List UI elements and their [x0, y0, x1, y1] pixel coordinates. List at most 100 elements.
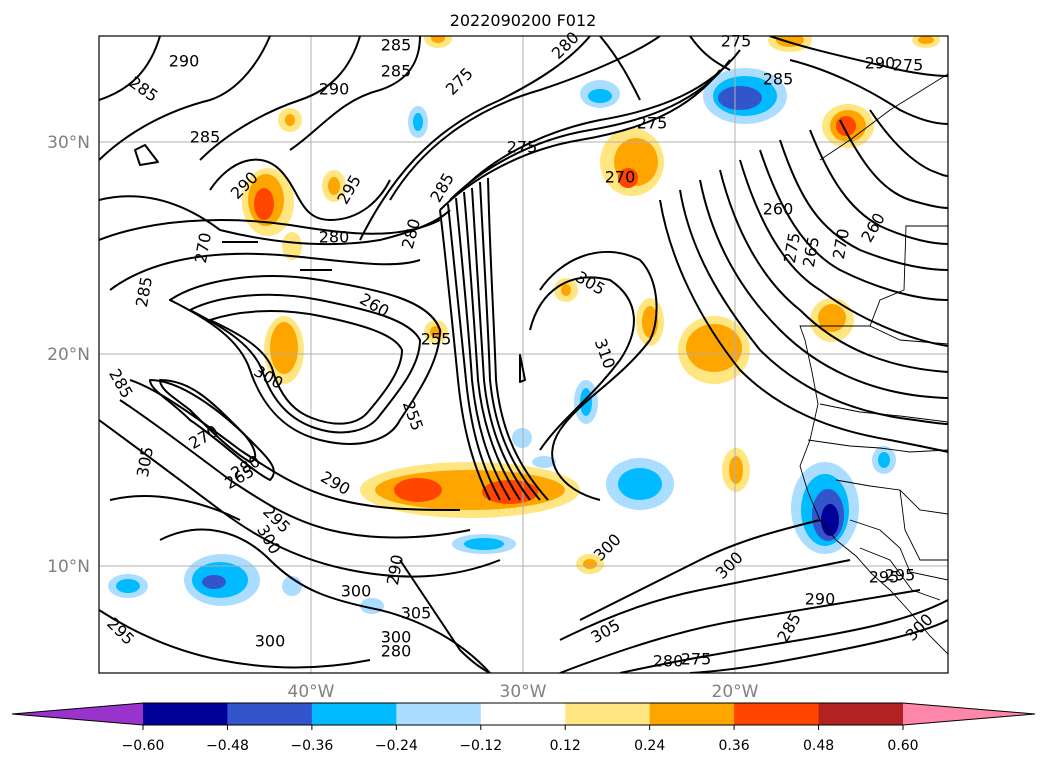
colorbar-segments: [143, 703, 904, 725]
neg-shade: [821, 504, 839, 536]
chart-title: 2022090200 F012: [450, 11, 597, 30]
pos-shade: [918, 36, 934, 44]
contour-label: 290: [319, 80, 350, 99]
neg-shade: [512, 428, 532, 448]
contour-label: 300: [381, 628, 412, 647]
lon-label-40w: 40°W: [288, 682, 335, 702]
contour-line: [439, 69, 721, 211]
contour-label: 285: [381, 62, 412, 81]
coastline: [799, 73, 948, 655]
neg-shade: [413, 113, 423, 131]
contour-label: 275: [721, 32, 752, 51]
contour-line: [447, 203, 501, 501]
pos-shade: [285, 114, 295, 126]
contour-label: 290: [169, 52, 200, 71]
contour-line: [689, 619, 948, 673]
neg-shade: [588, 89, 612, 103]
contour-line: [719, 169, 948, 373]
contour-line: [129, 379, 461, 511]
pos-shade: [482, 480, 538, 504]
contour-line: [449, 59, 731, 201]
colorbar-extend-low: [12, 703, 143, 725]
colorbar-tick-label: −0.36: [290, 738, 333, 754]
contour-line: [779, 139, 948, 271]
contour-line: [739, 159, 948, 347]
contour-line: [789, 59, 948, 125]
coast-north: [819, 73, 948, 161]
colorbar-tick-label: 0.24: [634, 738, 665, 754]
colorbar-segment: [396, 703, 482, 725]
lon-label-20w: 20°W: [712, 682, 759, 702]
contour-label: 280: [319, 228, 350, 247]
lon-label-30w: 30°W: [500, 682, 547, 702]
colorbar-tick-label: −0.12: [459, 738, 502, 754]
pos-shade: [686, 324, 742, 372]
contour-label: 295: [869, 568, 900, 587]
latitude-labels: 30°N 20°N 10°N: [47, 133, 90, 577]
contour-line: [579, 519, 821, 621]
colorbar-tick-label: −0.60: [122, 738, 165, 754]
contour-label: 275: [681, 650, 712, 669]
contours: [99, 36, 948, 673]
contour-label: 280: [381, 642, 412, 661]
pos-shade: [431, 36, 445, 43]
neg-shade: [878, 452, 890, 468]
lat-label-30n: 30°N: [47, 133, 90, 153]
contour-line: [149, 379, 275, 481]
border: [849, 519, 948, 581]
contour-line: [689, 36, 731, 71]
contour-line: [869, 109, 948, 177]
contour-line: [99, 219, 441, 241]
neg-shade: [464, 538, 504, 550]
neg-shade: [718, 86, 762, 110]
contour-line: [99, 609, 371, 669]
contour-label: 280: [653, 652, 684, 671]
contour-label: 300: [255, 632, 286, 651]
contour-line: [159, 379, 257, 463]
colorbar: −0.60 −0.48 −0.36 −0.24 −0.12 0.12 0.24 0.36 0.4…: [11, 702, 1036, 754]
neg-shade: [202, 575, 226, 589]
neg-shade: [618, 468, 662, 500]
neg-shade: [116, 579, 140, 593]
contour-line: [759, 149, 948, 301]
contour-line: [839, 119, 948, 209]
africa-coast: [799, 225, 948, 655]
contour-line: [479, 181, 541, 501]
contour-line: [199, 36, 361, 161]
colorbar-segment: [734, 703, 820, 725]
contour-line: [399, 559, 491, 673]
contour-line: [769, 36, 948, 77]
contour-line: [519, 354, 526, 383]
pos-shade: [561, 284, 571, 296]
neg-shade: [532, 456, 556, 468]
contour-line: [471, 187, 531, 501]
contour-line: [189, 293, 421, 434]
contour-label: 285: [763, 70, 794, 89]
pos-shade: [618, 168, 638, 188]
colorbar-tick-label: −0.48: [206, 738, 249, 754]
pos-shade: [583, 559, 597, 569]
contour-label: 295: [885, 566, 916, 585]
contour-line: [99, 419, 501, 578]
contour-label: 290: [865, 54, 896, 73]
contour-line: [134, 144, 159, 166]
contour-line: [699, 179, 948, 399]
colorbar-tick-label: −0.24: [375, 738, 418, 754]
colorbar-segment: [143, 703, 228, 725]
contour-line: [99, 36, 271, 161]
colorbar-tick-label: 0.48: [803, 738, 834, 754]
colorbar-tick-label: 0.12: [550, 738, 581, 754]
contour-label: 270: [605, 168, 636, 187]
contour-line: [679, 189, 948, 425]
border: [899, 489, 948, 561]
contour-line: [455, 197, 511, 501]
contour-label: 290: [805, 590, 836, 609]
map-frame: [98, 35, 949, 674]
contour-label: 285: [381, 36, 412, 55]
contour-line: [119, 399, 471, 539]
contour-label: 305: [401, 604, 432, 623]
lat-label-20n: 20°N: [47, 345, 90, 365]
contour-line: [459, 49, 741, 193]
contour-label: 275: [507, 138, 538, 157]
